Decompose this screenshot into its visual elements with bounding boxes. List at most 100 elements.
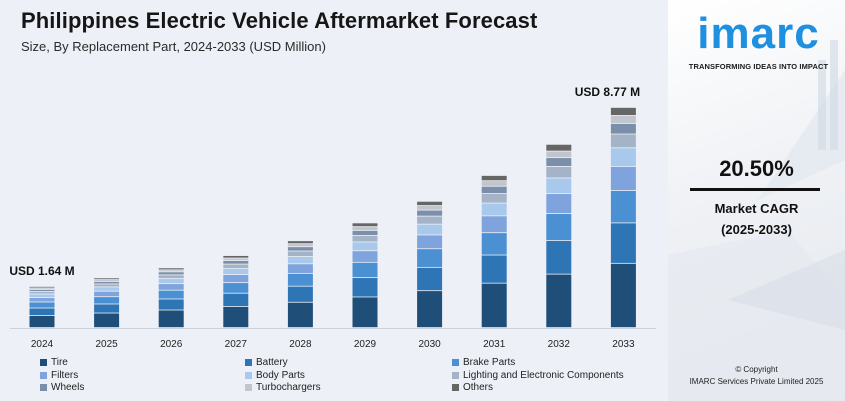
bar-segment-2024-filters bbox=[29, 297, 55, 302]
bar-segment-2027-filters bbox=[223, 275, 249, 283]
bar-segment-2029-wheels bbox=[352, 230, 378, 236]
bar-segment-2024-body-parts bbox=[29, 294, 55, 298]
bar-segment-2032-turbochargers bbox=[546, 151, 572, 158]
bar-segment-2030-wheels bbox=[417, 210, 443, 216]
bar-segment-2025-battery bbox=[94, 304, 120, 313]
bar-segment-2026-lighting-and-electronic-components bbox=[158, 275, 184, 279]
bar-segment-2026-brake-parts bbox=[158, 290, 184, 299]
bar-segment-2026-battery bbox=[158, 299, 184, 310]
logo-tagline: TRANSFORMING IDEAS INTO IMPACT bbox=[688, 62, 829, 71]
legend-swatch bbox=[245, 384, 252, 391]
bar-segment-2032-lighting-and-electronic-components bbox=[546, 166, 572, 178]
x-tick-label: 2028 bbox=[289, 339, 312, 350]
bar-segment-2031-wheels bbox=[481, 186, 507, 194]
bar-segment-2029-brake-parts bbox=[352, 262, 378, 278]
bar-segment-2027-lighting-and-electronic-components bbox=[223, 264, 249, 269]
bar-segment-2024-battery bbox=[29, 308, 55, 316]
legend-swatch bbox=[452, 359, 459, 366]
bar-segment-2027-turbochargers bbox=[223, 258, 249, 261]
bar-segment-2031-brake-parts bbox=[481, 233, 507, 255]
bar-segment-2028-battery bbox=[287, 286, 313, 302]
bar-segment-2033-turbochargers bbox=[610, 115, 636, 124]
bar-segment-2030-lighting-and-electronic-components bbox=[417, 216, 443, 224]
x-tick-label: 2024 bbox=[31, 339, 54, 350]
x-tick-label: 2031 bbox=[483, 339, 506, 350]
chart-panel: Philippines Electric Vehicle Aftermarket… bbox=[0, 0, 668, 401]
legend-item-body-parts: Body Parts bbox=[245, 370, 305, 381]
bar-segment-2026-filters bbox=[158, 284, 184, 290]
bar-segment-2026-turbochargers bbox=[158, 270, 184, 272]
bar-segment-2026-body-parts bbox=[158, 279, 184, 284]
bar-segment-2032-wheels bbox=[546, 158, 572, 167]
legend-swatch bbox=[452, 371, 459, 379]
cagr-label: Market CAGR bbox=[714, 201, 799, 216]
bar-segment-2028-others bbox=[287, 241, 313, 244]
legend-swatch bbox=[245, 371, 252, 379]
bar-segment-2029-filters bbox=[352, 251, 378, 262]
bar-segment-2028-tire bbox=[287, 302, 313, 328]
cagr-divider bbox=[690, 188, 820, 191]
bar-segment-2030-brake-parts bbox=[417, 249, 443, 267]
bar-segment-2025-others bbox=[94, 278, 120, 280]
legend-item-lighting-and-electronic-components: Lighting and Electronic Components bbox=[452, 370, 624, 381]
bar-segment-2026-wheels bbox=[158, 272, 184, 275]
legend-swatch bbox=[452, 384, 459, 391]
x-tick-label: 2032 bbox=[548, 339, 571, 350]
legend-swatch bbox=[245, 359, 252, 366]
legend-label: Brake Parts bbox=[463, 357, 516, 368]
bar-segment-2025-body-parts bbox=[94, 287, 120, 291]
bar-segment-2028-body-parts bbox=[287, 256, 313, 264]
bar-segment-2027-battery bbox=[223, 293, 249, 307]
bar-segment-2030-filters bbox=[417, 235, 443, 249]
x-tick-label: 2033 bbox=[612, 339, 635, 350]
bar-segment-2032-filters bbox=[546, 193, 572, 214]
x-tick-label: 2025 bbox=[95, 339, 118, 350]
copyright-notice: © Copyright IMARC Services Private Limit… bbox=[668, 364, 845, 388]
chart-legend: Tire Battery Brake Parts Filters Body Parts L… bbox=[40, 357, 660, 395]
bar-segment-2026-others bbox=[158, 268, 184, 270]
bar-segment-2029-lighting-and-electronic-components bbox=[352, 235, 378, 242]
bar-segment-2027-brake-parts bbox=[223, 283, 249, 293]
bar-segment-2024-lighting-and-electronic-components bbox=[29, 291, 55, 294]
bar-segment-2033-wheels bbox=[610, 123, 636, 134]
bar-segment-2024-tire bbox=[29, 315, 55, 328]
bar-segment-2027-others bbox=[223, 255, 249, 258]
bar-segment-2027-body-parts bbox=[223, 269, 249, 275]
stacked-bar-chart: 2024 2025 2026 2027 2028 2029 2030 2031 2032 2033… bbox=[9, 85, 656, 350]
legend-label: Tire bbox=[51, 357, 68, 368]
legend-swatch bbox=[40, 371, 47, 379]
legend-item-turbochargers: Turbochargers bbox=[245, 382, 321, 393]
bar-segment-2031-lighting-and-electronic-components bbox=[481, 193, 507, 203]
bar-segment-2029-battery bbox=[352, 278, 378, 297]
legend-swatch bbox=[40, 384, 47, 391]
bar-segment-2028-lighting-and-electronic-components bbox=[287, 251, 313, 257]
bar-segment-2031-battery bbox=[481, 255, 507, 283]
bar-segment-2031-tire bbox=[481, 283, 507, 328]
bar-segment-2030-tire bbox=[417, 291, 443, 328]
background-decoration bbox=[668, 40, 845, 401]
legend-item-battery: Battery bbox=[245, 357, 288, 368]
bar-segment-2032-tire bbox=[546, 274, 572, 328]
legend-label: Lighting and Electronic Components bbox=[463, 369, 624, 381]
bar-segment-2025-turbochargers bbox=[94, 280, 120, 282]
bar-segment-2024-wheels bbox=[29, 289, 55, 292]
legend-item-filters: Filters bbox=[40, 370, 78, 381]
legend-label: Battery bbox=[256, 357, 288, 368]
bar-segment-2025-brake-parts bbox=[94, 297, 120, 304]
copyright-line-1: © Copyright bbox=[735, 365, 778, 374]
legend-item-wheels: Wheels bbox=[40, 382, 84, 393]
total-annotation: USD 8.77 M bbox=[575, 85, 640, 99]
bar-segment-2025-wheels bbox=[94, 281, 120, 284]
legend-label: Body Parts bbox=[256, 369, 305, 381]
bar-segment-2029-body-parts bbox=[352, 242, 378, 251]
bar-segment-2031-body-parts bbox=[481, 203, 507, 216]
legend-label: Wheels bbox=[51, 382, 85, 393]
bar-segment-2024-others bbox=[29, 286, 55, 288]
logo-wordmark: imarc bbox=[697, 9, 820, 58]
bar-segment-2033-lighting-and-electronic-components bbox=[610, 134, 636, 148]
bar-segment-2026-tire bbox=[158, 310, 184, 328]
bar-segment-2029-others bbox=[352, 223, 378, 227]
bar-segment-2028-filters bbox=[287, 264, 313, 273]
x-tick-label: 2027 bbox=[225, 339, 248, 350]
cagr-period: (2025-2033) bbox=[721, 222, 792, 237]
